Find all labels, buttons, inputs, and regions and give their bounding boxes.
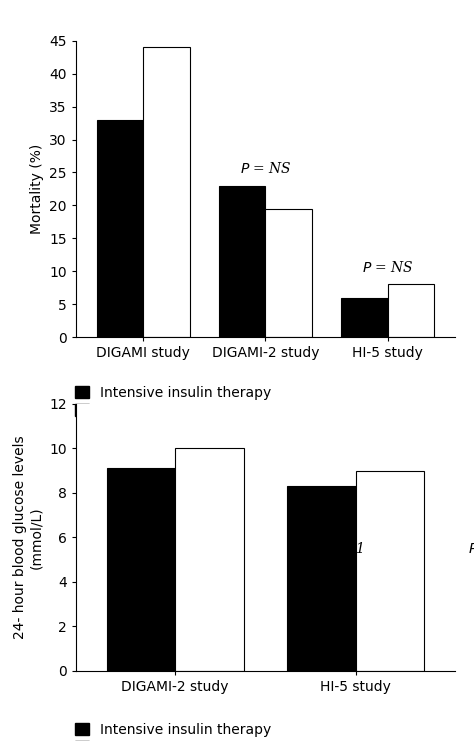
Bar [107,468,175,671]
Bar [341,298,388,337]
Bar [175,448,244,671]
Legend: Intensive insulin therapy, Conventional therapy: Intensive insulin therapy, Conventional … [75,723,272,741]
Bar [265,209,312,337]
Text: $P$ = NS: $P$ = NS [468,541,474,556]
Text: (a): (a) [255,417,275,431]
Y-axis label: Mortality (%): Mortality (%) [30,144,44,234]
Bar [143,47,190,337]
Text: $P$ = NS: $P$ = NS [362,259,414,275]
Bar [219,186,265,337]
Legend: Intensive insulin therapy, Conventional therapy: Intensive insulin therapy, Conventional … [75,385,272,418]
Y-axis label: 24- hour blood glucose levels
(mmol/L): 24- hour blood glucose levels (mmol/L) [13,436,44,639]
Bar [388,285,434,337]
Text: $P$ = 0.0001: $P$ = 0.0001 [287,541,364,556]
Text: $P$ = NS: $P$ = NS [239,161,292,176]
Bar [97,120,143,337]
Bar [356,471,424,671]
Bar [287,486,356,671]
